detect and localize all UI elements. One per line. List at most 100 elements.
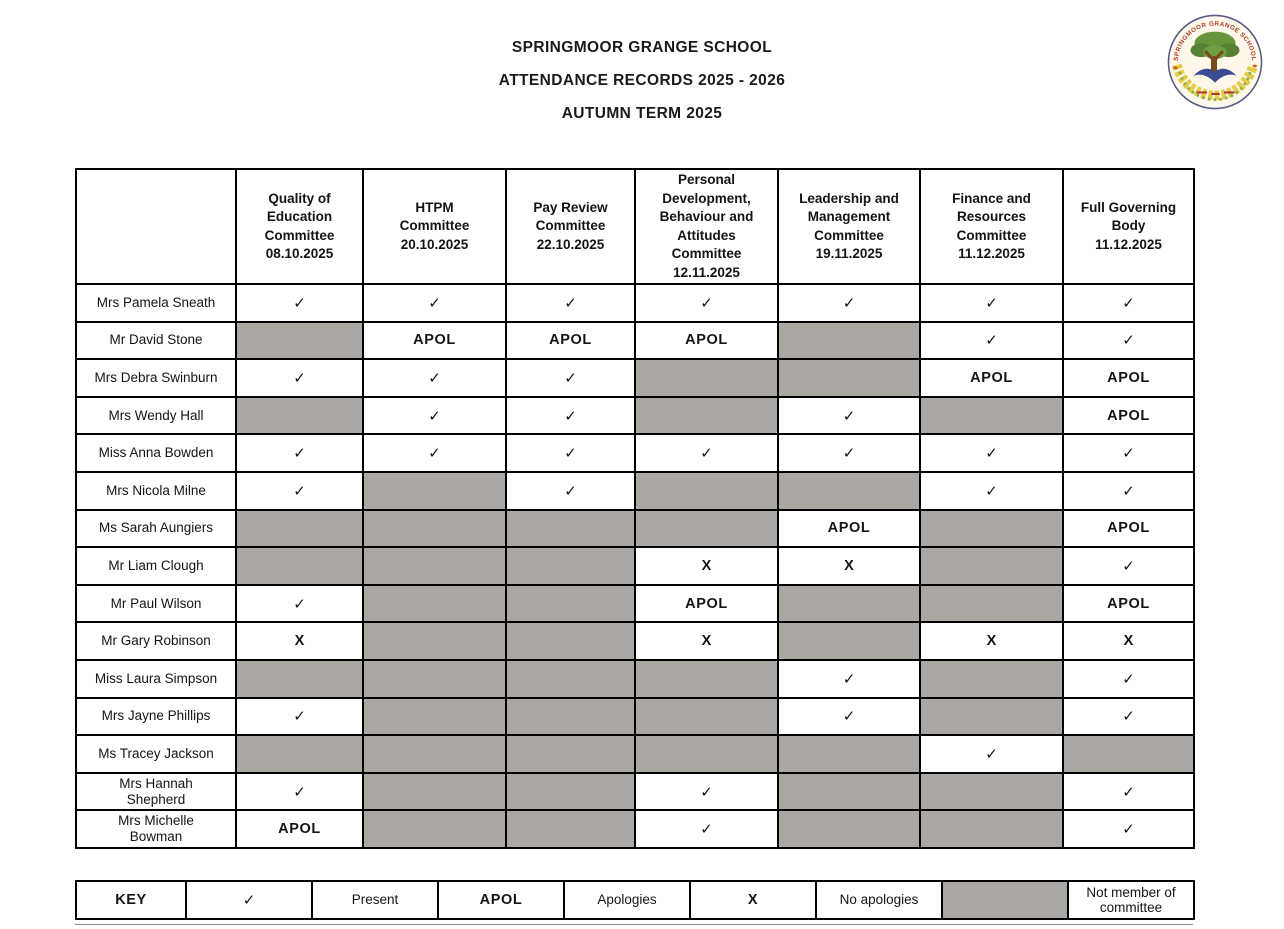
attendance-records-title: ATTENDANCE RECORDS 2025 - 2026 xyxy=(498,72,786,89)
not-member-cell xyxy=(505,621,636,661)
table-row: Miss Anna Bowden ✓ ✓ ✓ ✓ ✓ ✓ ✓ xyxy=(75,433,1195,473)
not-member-cell xyxy=(634,470,779,511)
not-member-cell xyxy=(362,809,507,849)
no-apologies-cell: X xyxy=(777,546,921,586)
no-apologies-cell: X xyxy=(919,621,1064,661)
present-cell: ✓ xyxy=(362,283,507,323)
governor-name: Miss Laura Simpson xyxy=(75,658,237,699)
governor-name: Mrs Jayne Phillips xyxy=(75,696,237,737)
empty-corner-cell xyxy=(75,168,237,285)
not-member-cell xyxy=(505,546,636,586)
present-cell: ✓ xyxy=(1062,696,1195,737)
not-member-cell xyxy=(919,546,1064,586)
present-cell: ✓ xyxy=(777,658,921,699)
school-logo: SPRINGMOOR GRANGE SCHOOL xyxy=(1166,13,1264,111)
present-cell: ✓ xyxy=(1062,771,1195,812)
not-member-cell xyxy=(362,734,507,774)
not-member-cell xyxy=(777,470,921,511)
key-row: KEY ✓ Present APOL Apologies X No apologies No… xyxy=(75,880,1195,920)
not-member-cell xyxy=(505,696,636,737)
apologies-cell: APOL xyxy=(1062,395,1195,436)
not-member-cell xyxy=(919,658,1064,699)
committee-column-header: Pay Review Committee 22.10.2025 xyxy=(505,168,636,285)
key-meaning: Apologies xyxy=(563,880,691,920)
not-member-cell xyxy=(362,696,507,737)
not-member-cell xyxy=(777,771,921,812)
present-cell: ✓ xyxy=(1062,433,1195,473)
attendance-table-body: Mrs Pamela Sneath ✓ ✓ ✓ ✓ ✓ ✓ ✓ Mr David Stone AP… xyxy=(75,283,1195,849)
not-member-cell xyxy=(505,809,636,849)
present-cell: ✓ xyxy=(777,696,921,737)
present-cell: ✓ xyxy=(235,583,364,624)
committee-column-header: Personal Development, Behaviour and Attitud… xyxy=(634,168,779,285)
governor-name: Mr Gary Robinson xyxy=(75,621,237,661)
present-cell: ✓ xyxy=(505,470,636,511)
table-row: Mr Gary Robinson X X X X xyxy=(75,621,1195,661)
present-cell: ✓ xyxy=(505,433,636,473)
page-title-block: SPRINGMOOR GRANGE SCHOOL ATTENDANCE RECO… xyxy=(0,39,1284,138)
school-name-title: SPRINGMOOR GRANGE SCHOOL xyxy=(511,39,773,56)
school-crest-icon: SPRINGMOOR GRANGE SCHOOL xyxy=(1167,14,1263,110)
present-cell: ✓ xyxy=(1062,809,1195,849)
present-cell: ✓ xyxy=(919,283,1064,323)
present-cell: ✓ xyxy=(777,433,921,473)
not-member-cell xyxy=(777,583,921,624)
committee-column-header: Full Governing Body 11.12.2025 xyxy=(1062,168,1195,285)
no-apologies-cell: X xyxy=(1062,621,1195,661)
not-member-cell xyxy=(505,508,636,549)
present-cell: ✓ xyxy=(919,470,1064,511)
not-member-cell xyxy=(634,395,779,436)
not-member-cell xyxy=(777,358,921,398)
not-member-cell xyxy=(1062,734,1195,774)
governor-name: Mrs Nicola Milne xyxy=(75,470,237,511)
governor-name: Mrs Debra Swinburn xyxy=(75,358,237,398)
not-member-cell xyxy=(777,621,921,661)
not-member-cell xyxy=(919,395,1064,436)
table-row: Mrs Jayne Phillips ✓ ✓ ✓ xyxy=(75,696,1195,737)
not-member-cell xyxy=(362,771,507,812)
not-member-cell xyxy=(634,696,779,737)
governor-name: Mr David Stone xyxy=(75,320,237,361)
not-member-cell xyxy=(919,508,1064,549)
logo-motto-marks xyxy=(1196,91,1235,96)
committee-date: 11.12.2025 xyxy=(958,246,1025,261)
not-member-cell xyxy=(235,395,364,436)
present-cell: ✓ xyxy=(634,283,779,323)
not-member-cell xyxy=(919,696,1064,737)
committee-date: 22.10.2025 xyxy=(536,236,605,252)
table-row: Miss Laura Simpson ✓ ✓ xyxy=(75,658,1195,699)
table-row: Mrs Michelle Bowman APOL ✓ ✓ xyxy=(75,809,1195,849)
present-cell: ✓ xyxy=(634,433,779,473)
table-row: Mrs Debra Swinburn ✓ ✓ ✓ APOL APOL xyxy=(75,358,1195,398)
present-cell: ✓ xyxy=(362,433,507,473)
committee-column-header: Leadership and Management Committee 19.11.2… xyxy=(777,168,921,285)
not-member-cell xyxy=(505,658,636,699)
present-cell: ✓ xyxy=(505,395,636,436)
present-cell: ✓ xyxy=(235,283,364,323)
present-cell: ✓ xyxy=(634,809,779,849)
table-row: Ms Sarah Aungiers APOL APOL xyxy=(75,508,1195,549)
not-member-cell xyxy=(362,658,507,699)
apologies-cell: APOL xyxy=(1062,583,1195,624)
not-member-cell xyxy=(777,734,921,774)
apologies-cell: APOL xyxy=(362,320,507,361)
present-cell: ✓ xyxy=(1062,658,1195,699)
term-title: AUTUMN TERM 2025 xyxy=(561,105,723,122)
not-member-cell xyxy=(634,734,779,774)
present-cell: ✓ xyxy=(235,696,364,737)
present-cell: ✓ xyxy=(777,395,921,436)
not-member-cell xyxy=(505,734,636,774)
governor-name: Miss Anna Bowden xyxy=(75,433,237,473)
not-member-cell xyxy=(235,508,364,549)
committee-date: 20.10.2025 xyxy=(400,236,469,252)
key-meaning: Not member of committee xyxy=(1067,880,1195,920)
not-member-cell xyxy=(634,508,779,549)
attendance-header-row: Quality of Education Committee 08.10.2025 HT… xyxy=(75,168,1195,285)
not-member-cell xyxy=(919,583,1064,624)
governor-name: Ms Tracey Jackson xyxy=(75,734,237,774)
not-member-cell xyxy=(362,470,507,511)
not-member-cell xyxy=(777,320,921,361)
not-member-cell xyxy=(919,771,1064,812)
committee-column-header: Finance and Resources Committee 11.12.2025 xyxy=(919,168,1064,285)
governor-name: Mr Liam Clough xyxy=(75,546,237,586)
